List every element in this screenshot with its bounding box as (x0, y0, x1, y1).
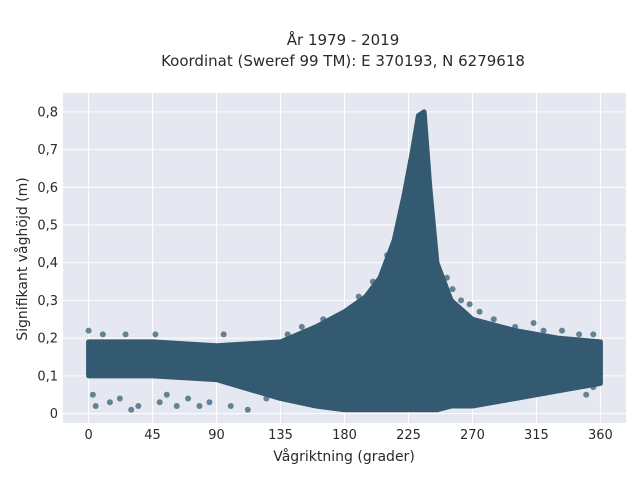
x-tick-label: 270 (460, 428, 485, 443)
scatter-point (220, 331, 227, 338)
y-tick-label: 0,5 (37, 219, 58, 234)
scatter-point (490, 316, 497, 323)
x-tick-label: 180 (332, 428, 357, 443)
y-tick-label: 0,6 (37, 181, 58, 196)
x-tick-label: 135 (268, 428, 293, 443)
x-tick-label: 225 (396, 428, 421, 443)
y-axis-ticks: 0 0,1 0,2 0,3 0,4 0,5 0,6 0,7 0,8 (37, 105, 58, 422)
scatter-point (449, 286, 456, 293)
y-tick-label: 0,8 (37, 105, 58, 120)
scatter-point (244, 406, 251, 413)
scatter-point (122, 331, 129, 338)
scatter-point (185, 395, 192, 402)
scatter-point (355, 293, 362, 300)
scatter-point (320, 316, 327, 323)
scatter-point (89, 391, 96, 398)
scatter-point (298, 323, 305, 330)
y-tick-label: 0,3 (37, 294, 58, 309)
scatter-point (196, 403, 203, 410)
scatter-point (92, 403, 99, 410)
scatter-point (594, 365, 601, 372)
y-tick-label: 0,4 (37, 256, 58, 271)
x-tick-label: 315 (524, 428, 549, 443)
y-tick-label: 0 (50, 407, 58, 422)
scatter-point (476, 308, 483, 315)
scatter-point (466, 301, 473, 308)
y-tick-label: 0,2 (37, 332, 58, 347)
y-axis-label: Signifikant våghöjd (m) (14, 177, 31, 340)
scatter-point (590, 331, 597, 338)
scatter-point (458, 297, 465, 304)
scatter-point (152, 331, 159, 338)
scatter-point (106, 399, 113, 406)
scatter-point (594, 376, 601, 383)
scatter-point (156, 399, 163, 406)
scatter-point (227, 403, 234, 410)
x-tick-label: 360 (588, 428, 613, 443)
scatter-point (559, 327, 566, 334)
scatter-point (263, 395, 270, 402)
x-tick-label: 0 (84, 428, 92, 443)
scatter-point (85, 327, 92, 334)
x-axis-label: Vågriktning (grader) (273, 448, 415, 465)
scatter-point (512, 323, 519, 330)
scatter-point (590, 384, 597, 391)
x-tick-label: 90 (208, 428, 225, 443)
scatter-point (284, 331, 291, 338)
x-axis-ticks: 0 45 90 135 180 225 270 315 360 (84, 428, 612, 443)
scatter-point (540, 327, 547, 334)
scatter-point (576, 331, 583, 338)
x-tick-label: 45 (144, 428, 161, 443)
chart-title-line-2: Koordinat (Sweref 99 TM): E 370193, N 62… (161, 52, 525, 70)
scatter-point-cloud (86, 109, 603, 413)
scatter-point (128, 406, 135, 413)
dense-point-region (86, 109, 603, 413)
scatter-point (116, 395, 123, 402)
y-tick-label: 0,1 (37, 369, 58, 384)
scatter-point (443, 274, 450, 281)
scatter-point (163, 391, 170, 398)
scatter-point (530, 320, 537, 327)
scatter-point (99, 331, 106, 338)
scatter-point (369, 278, 376, 285)
scatter-point (384, 252, 391, 259)
y-tick-label: 0,7 (37, 143, 58, 158)
chart-title-line-1: År 1979 - 2019 (287, 30, 400, 49)
scatter-points (85, 252, 601, 413)
scatter-point (135, 403, 142, 410)
scatter-point (583, 391, 590, 398)
scatter-point (206, 399, 213, 406)
scatter-point (173, 403, 180, 410)
